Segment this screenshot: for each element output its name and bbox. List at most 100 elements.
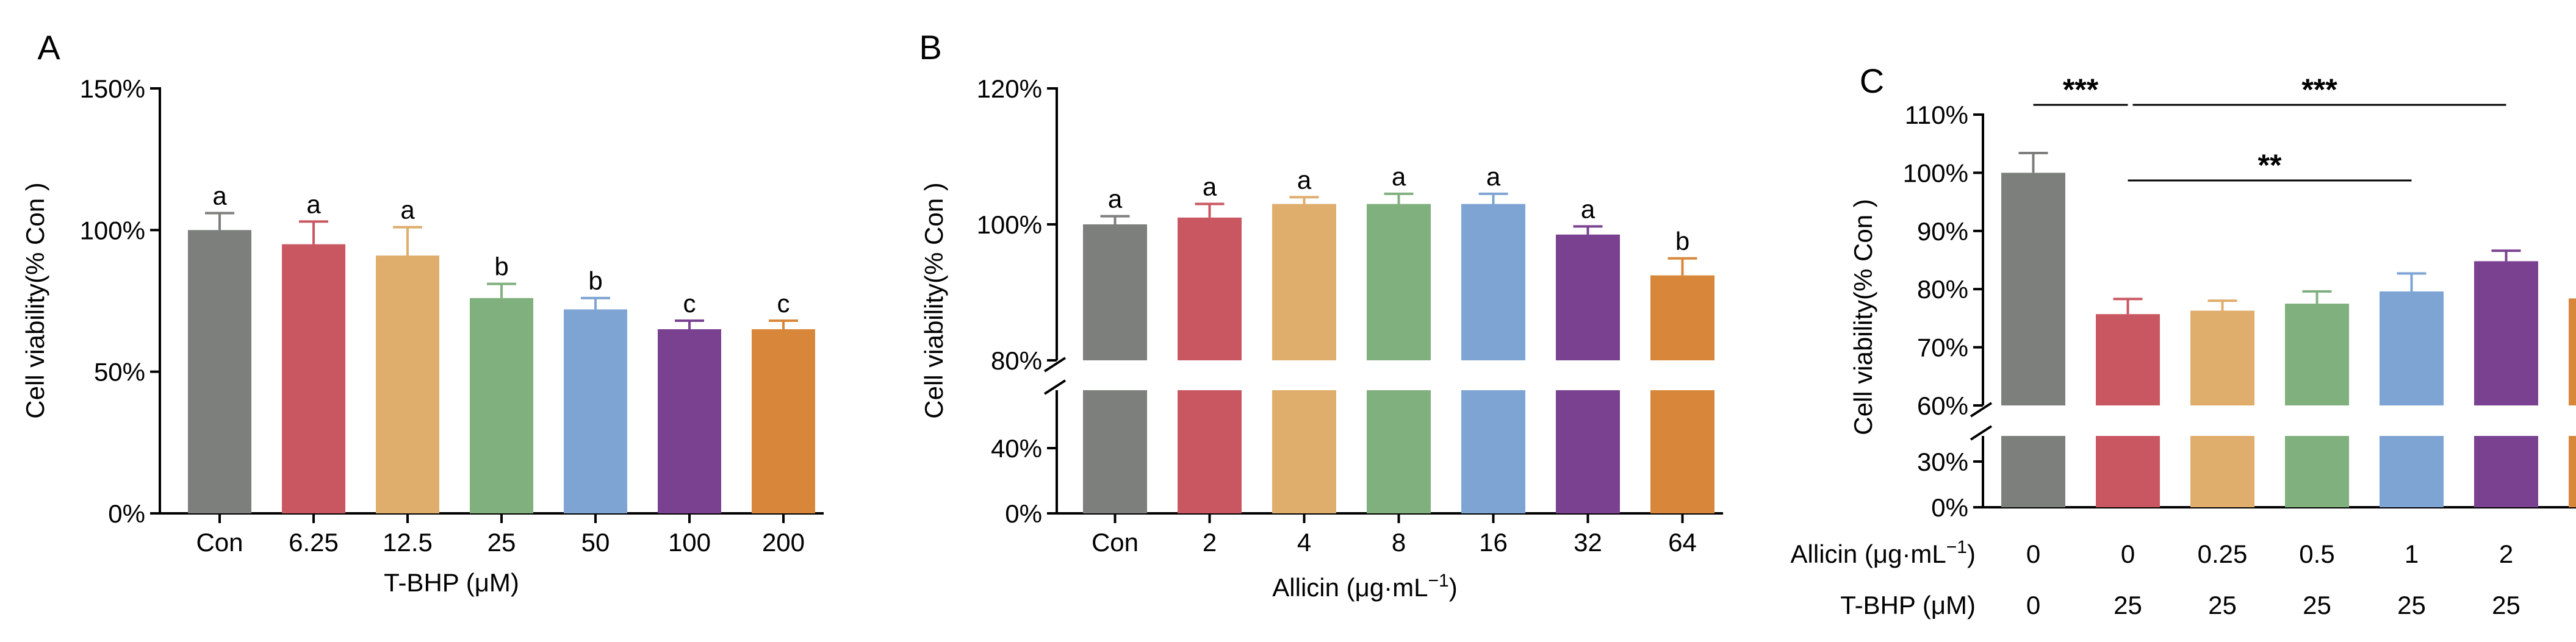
bar-upper-b bbox=[1272, 204, 1336, 360]
significance-letter-a: b bbox=[588, 266, 602, 295]
x-tick-label-b: Con bbox=[1092, 528, 1139, 557]
bar-upper-c bbox=[2096, 314, 2160, 405]
bar-lower-b bbox=[1556, 390, 1620, 513]
allicin-dose-label: 0.5 bbox=[2299, 540, 2334, 568]
x-tick-label-b: 64 bbox=[1668, 528, 1697, 557]
axis-break-c-1 bbox=[1970, 402, 1993, 418]
x-tick-label-a: 50 bbox=[581, 528, 610, 557]
tbhp-dose-label: 25 bbox=[2492, 591, 2520, 619]
bar-upper-c bbox=[2285, 304, 2349, 405]
x-tick-label-a: 25 bbox=[487, 528, 516, 557]
bar-a bbox=[470, 298, 533, 513]
y-axis-label-b: Cell viability(% Con ) bbox=[919, 182, 948, 418]
bar-lower-b bbox=[1272, 390, 1336, 513]
allicin-dose-label: 0.25 bbox=[2198, 540, 2248, 568]
significance-letter-b: a bbox=[1203, 173, 1217, 201]
y-tick-label-b: 80% bbox=[991, 346, 1042, 375]
allicin-dose-label: 2 bbox=[2499, 540, 2513, 568]
y-axis-label-a: Cell viability(% Con ) bbox=[21, 182, 49, 418]
bar-upper-b bbox=[1178, 217, 1242, 360]
y-tick-label-b: 120% bbox=[977, 74, 1042, 103]
y-tick-label-c: 90% bbox=[1917, 217, 1968, 246]
bar-a bbox=[188, 230, 251, 513]
x-tick-label-b: 4 bbox=[1297, 528, 1311, 557]
significance-letter-b: a bbox=[1108, 185, 1123, 213]
bar-upper-c bbox=[2190, 310, 2254, 405]
significance-letter-b: a bbox=[1581, 194, 1596, 223]
bar-upper-b bbox=[1650, 275, 1714, 360]
y-tick-label-c: 100% bbox=[1903, 159, 1968, 187]
x-tick-label-a: 200 bbox=[762, 528, 805, 557]
y-tick-label-b: 0% bbox=[1005, 499, 1042, 528]
bar-a bbox=[658, 329, 721, 513]
bar-upper-c bbox=[2001, 173, 2065, 405]
y-tick-label-c: 80% bbox=[1917, 275, 1968, 304]
significance-letter-a: a bbox=[212, 181, 227, 210]
bar-lower-b bbox=[1178, 390, 1242, 513]
tbhp-dose-label: 25 bbox=[2114, 591, 2142, 619]
bar-lower-c bbox=[2001, 436, 2065, 507]
x-tick-label-a: 12.5 bbox=[383, 528, 433, 557]
significance-letter-a: c bbox=[683, 289, 696, 318]
allicin-dose-label: 1 bbox=[2405, 540, 2419, 568]
x-axis-label-b: Allicin (μg·mL−1) bbox=[1272, 571, 1457, 602]
axis-break-b-1 bbox=[1043, 357, 1067, 373]
bar-upper-b bbox=[1461, 204, 1525, 360]
x-tick-label-a: 6.25 bbox=[289, 528, 339, 557]
bar-upper-c bbox=[2474, 261, 2538, 405]
y-tick-label-a: 50% bbox=[94, 358, 145, 387]
bar-upper-b bbox=[1083, 224, 1147, 360]
y-tick-label-c: 0% bbox=[1931, 493, 1968, 522]
bar-a bbox=[376, 255, 439, 513]
significance-letter-a: a bbox=[306, 190, 321, 218]
x-axis-label-a: T-BHP (μM) bbox=[384, 568, 519, 597]
bar-lower-b bbox=[1461, 390, 1525, 513]
significance-letter-b: a bbox=[1486, 162, 1501, 191]
y-tick-label-b: 40% bbox=[991, 434, 1042, 463]
bar-a bbox=[282, 244, 345, 513]
significance-stars: *** bbox=[2063, 73, 2099, 107]
tbhp-dose-label: 25 bbox=[2303, 591, 2331, 619]
y-tick-label-c: 60% bbox=[1917, 391, 1968, 420]
panel-label-b: B bbox=[919, 28, 941, 66]
y-tick-label-c: 30% bbox=[1917, 448, 1968, 476]
bar-lower-b bbox=[1650, 390, 1714, 513]
x-tick-label-b: 32 bbox=[1574, 528, 1602, 557]
axis-break-b-2 bbox=[1043, 379, 1067, 395]
bar-lower-c bbox=[2474, 436, 2538, 507]
significance-letter-a: b bbox=[494, 252, 508, 281]
allicin-dose-label: 0 bbox=[2121, 540, 2135, 568]
axis-break-c-2 bbox=[1970, 425, 1993, 441]
tbhp-dose-label: 25 bbox=[2208, 591, 2237, 619]
tbhp-dose-label: 0 bbox=[2026, 591, 2040, 619]
x-tick-label-b: 16 bbox=[1479, 528, 1508, 557]
y-tick-label-a: 150% bbox=[80, 74, 145, 103]
y-tick-label-c: 110% bbox=[1905, 101, 1968, 129]
bar-upper-b bbox=[1556, 234, 1620, 360]
allicin-dose-label: 0 bbox=[2026, 540, 2040, 568]
panel-label-a: A bbox=[37, 28, 60, 66]
tbhp-row-label: T-BHP (μM) bbox=[1840, 591, 1976, 619]
panel-label-c: C bbox=[1860, 62, 1884, 100]
bar-a bbox=[752, 329, 815, 513]
bar-upper-c bbox=[2569, 298, 2576, 405]
bar-lower-c bbox=[2285, 436, 2349, 507]
x-tick-label-b: 8 bbox=[1392, 528, 1406, 557]
x-tick-label-a: Con bbox=[196, 528, 243, 557]
x-tick-label-b: 2 bbox=[1203, 528, 1217, 557]
y-tick-label-b: 100% bbox=[977, 210, 1042, 239]
significance-letter-a: a bbox=[400, 196, 415, 224]
x-tick-label-a: 100 bbox=[668, 528, 711, 557]
y-axis-label-c: Cell viability(% Con ) bbox=[1849, 199, 1877, 435]
significance-stars: ** bbox=[2258, 148, 2282, 182]
bar-lower-c bbox=[2569, 436, 2576, 507]
bar-lower-b bbox=[1083, 390, 1147, 513]
y-tick-label-c: 70% bbox=[1917, 333, 1968, 362]
significance-letter-a: c bbox=[777, 289, 790, 318]
bar-lower-c bbox=[2190, 436, 2254, 507]
bar-lower-c bbox=[2096, 436, 2160, 507]
significance-letter-b: a bbox=[1297, 165, 1312, 194]
allicin-row-label: Allicin (μg·mL−1) bbox=[1791, 537, 1976, 568]
bar-lower-b bbox=[1367, 390, 1431, 513]
